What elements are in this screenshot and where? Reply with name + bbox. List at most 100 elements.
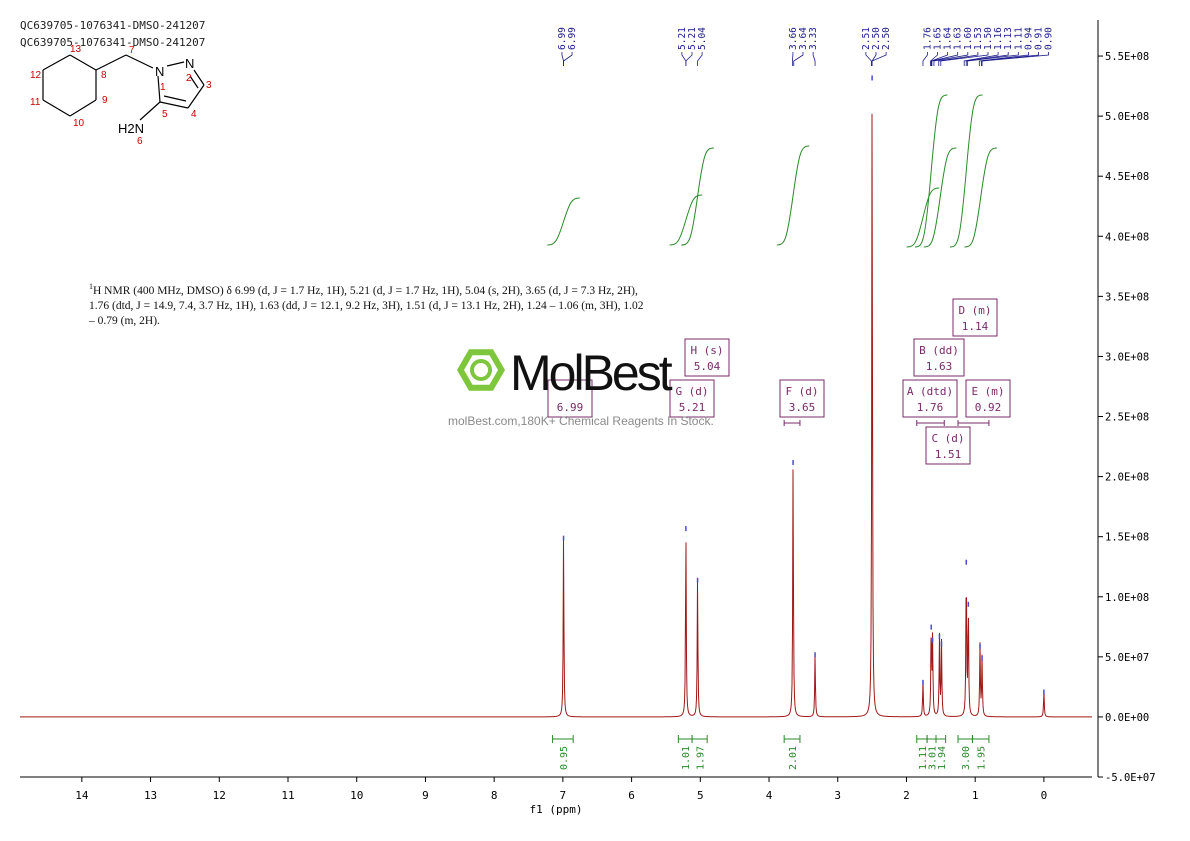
- atom-number-4: 4: [191, 109, 197, 120]
- x-tick-label: 8: [491, 789, 498, 802]
- multiplet-value: 3.65: [789, 401, 816, 414]
- peak-pick-leader: [930, 52, 948, 66]
- integral-curve: [776, 145, 810, 246]
- peak-pick-label: 2.50: [881, 27, 892, 50]
- y-tick-label: 1.0E+08: [1105, 592, 1149, 604]
- x-tick-label: 11: [281, 789, 294, 802]
- x-axis-ticks: 14 13 12 11 10 9 8 7 6 5 4 3 2 1 0: [75, 777, 1047, 802]
- integral-value: 2.01: [788, 746, 799, 770]
- peak-pick-label: 0.90: [1044, 27, 1055, 50]
- peak-pick-label: 0.94: [1023, 27, 1034, 50]
- x-tick-label: 7: [560, 789, 567, 802]
- nmr-isotope: 1: [89, 282, 93, 291]
- atom-number-9: 9: [102, 95, 108, 106]
- nmr-description: H NMR (400 MHz, DMSO) δ 6.99 (d, J = 1.7…: [89, 284, 644, 327]
- multiplet-box: [669, 379, 715, 418]
- integral-curve: [681, 147, 714, 246]
- multiplet-value: 6.99: [557, 401, 584, 414]
- x-axis-label: f1 (ppm): [530, 803, 583, 816]
- integral-curve: [906, 187, 940, 248]
- peak-pick-label: 1.13: [1003, 27, 1014, 50]
- multiplet-box: [965, 379, 1011, 418]
- peak-pick-label: 3.66: [788, 27, 799, 50]
- spectrum-line: [20, 113, 1092, 718]
- multiplet-box: [952, 298, 998, 337]
- molbest-logo-icon: [457, 349, 505, 391]
- multiplet-label: D (m): [958, 304, 991, 317]
- y-tick-label: 2.0E+08: [1105, 472, 1149, 484]
- peak-pick-leader: [978, 52, 1029, 66]
- peak-pick-label: 3.33: [808, 27, 819, 50]
- multiplet-label: C (d): [931, 432, 964, 445]
- watermark-url: molBest.com,180K+ Chemical Reagents In S…: [448, 414, 714, 428]
- atom-number-13: 13: [70, 44, 82, 55]
- y-axis-ticks: 5.5E+08 5.0E+08 4.5E+08 4.0E+08 3.5E+08 3.0E+…: [1098, 51, 1156, 784]
- x-tick-label: 2: [903, 789, 910, 802]
- integral-value: 1.94: [937, 746, 948, 770]
- atom-n1-label: N: [155, 64, 164, 79]
- atom-number-3: 3: [206, 80, 212, 91]
- integral-curve: [914, 94, 948, 248]
- multiplet-value: 1.51: [935, 448, 962, 461]
- integral-value: 1.11: [918, 746, 929, 770]
- peak-pick-leader: [922, 52, 928, 66]
- atom-number-11: 11: [30, 97, 41, 108]
- multiplet-value: 1.63: [926, 360, 953, 373]
- y-tick-label: 4.5E+08: [1105, 171, 1149, 183]
- spectrum: [20, 75, 1092, 718]
- peak-pick-leader: [963, 52, 999, 66]
- integral-value: 3.01: [928, 746, 939, 770]
- integral-curves: [547, 94, 997, 248]
- peak-pick-label: 1.64: [943, 27, 954, 50]
- peak-pick-label: 2.51: [861, 27, 872, 50]
- integral-value: 1.97: [696, 746, 707, 770]
- x-tick-label: 10: [350, 789, 363, 802]
- peak-pick-leader: [938, 52, 979, 66]
- integral-value: 0.95: [559, 746, 570, 770]
- x-tick-label: 9: [422, 789, 429, 802]
- peak-pick-label: 1.65: [933, 27, 944, 50]
- multiplet-label: E (m): [971, 385, 1004, 398]
- peak-pick-leader: [981, 52, 1049, 66]
- x-tick-label: 14: [75, 789, 89, 802]
- peak-pick-leader: [933, 52, 969, 66]
- peak-pick-leader: [681, 52, 687, 66]
- integral-bars: 0.95 1.01 1.97 2.01 1.113.011.94 3.00 1.95: [552, 735, 990, 770]
- peak-pick-leader: [685, 52, 693, 66]
- watermark-brand: MolBest: [510, 345, 673, 401]
- peak-pick-leader: [871, 52, 887, 66]
- peak-pick-label: 6.99: [557, 27, 568, 50]
- y-tick-label: -5.0E+07: [1105, 772, 1156, 784]
- multiplet-label: H (s): [690, 344, 723, 357]
- x-tick-label: 13: [144, 789, 157, 802]
- atom-n2-label: N: [185, 56, 194, 71]
- peak-pick-leader: [865, 52, 872, 66]
- peak-pick-label: 1.11: [1013, 27, 1024, 50]
- y-tick-label: 0.0E+00: [1105, 712, 1149, 724]
- y-tick-label: 5.0E+07: [1105, 652, 1149, 664]
- multiplet-box: [925, 426, 971, 465]
- atom-number-5: 5: [162, 109, 168, 120]
- integral-value: 3.00: [961, 746, 972, 770]
- peak-pick-leader: [697, 52, 703, 66]
- peak-pick-label: 3.64: [798, 27, 809, 50]
- peak-pick-label: 1.53: [973, 27, 984, 50]
- atom-number-10: 10: [73, 118, 85, 129]
- atom-nh2-label: H2N: [118, 121, 144, 136]
- integral-value: 1.01: [681, 746, 692, 770]
- multiplet-label: A (dtd): [907, 385, 953, 398]
- integral-curve: [669, 194, 703, 246]
- multiplet-box: [913, 338, 965, 377]
- multiplet-labels: H (s) 5.04 G (d) 5.21 F (d) 3.65 6.99 D (m) 1.14…: [547, 298, 1011, 465]
- multiplet-label: F (d): [785, 385, 818, 398]
- atom-number-7: 7: [129, 45, 135, 56]
- atom-number-12: 12: [30, 70, 42, 81]
- x-tick-label: 1: [972, 789, 979, 802]
- y-tick-label: 5.0E+08: [1105, 111, 1149, 123]
- sample-id-line-1: QC639705-1076341-DMSO-241207: [20, 19, 206, 32]
- peak-pick-leader: [563, 52, 573, 66]
- peak-pick-label: 5.21: [687, 27, 698, 50]
- integral-curve: [949, 94, 983, 248]
- x-tick-label: 12: [213, 789, 226, 802]
- peak-pick-label: 6.99: [567, 27, 578, 50]
